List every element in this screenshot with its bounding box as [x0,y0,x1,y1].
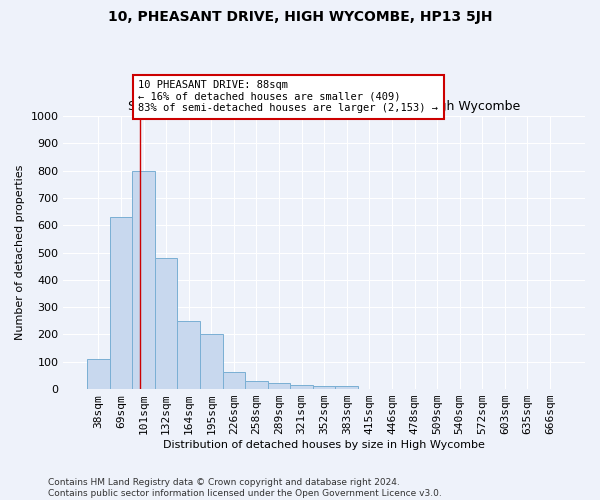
Bar [200,334,223,389]
Text: 10 PHEASANT DRIVE: 88sqm
← 16% of detached houses are smaller (409)
83% of semi-: 10 PHEASANT DRIVE: 88sqm ← 16% of detach… [139,80,439,114]
Bar [268,383,290,389]
Bar [155,258,178,389]
Bar [132,170,155,389]
Bar [290,385,313,389]
Bar [335,386,358,389]
Y-axis label: Number of detached properties: Number of detached properties [15,165,25,340]
Bar [178,321,200,389]
Bar [87,359,110,389]
Bar [245,382,268,389]
Title: Size of property relative to detached houses in High Wycombe: Size of property relative to detached ho… [128,100,520,114]
Bar [110,217,132,389]
Text: Contains HM Land Registry data © Crown copyright and database right 2024.
Contai: Contains HM Land Registry data © Crown c… [48,478,442,498]
X-axis label: Distribution of detached houses by size in High Wycombe: Distribution of detached houses by size … [163,440,485,450]
Bar [313,386,335,389]
Text: 10, PHEASANT DRIVE, HIGH WYCOMBE, HP13 5JH: 10, PHEASANT DRIVE, HIGH WYCOMBE, HP13 5… [108,10,492,24]
Bar [223,372,245,389]
